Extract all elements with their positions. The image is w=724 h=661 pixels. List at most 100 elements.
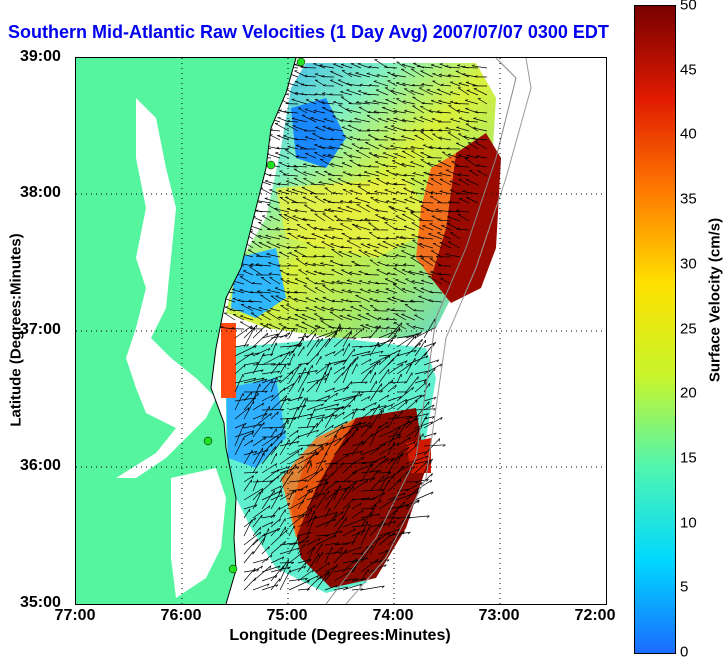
velocity-vector-head — [413, 118, 416, 119]
velocity-vector — [315, 95, 325, 96]
velocity-vector-head — [275, 288, 278, 289]
velocity-vector — [413, 131, 424, 132]
velocity-vector — [252, 284, 262, 285]
velocity-vector-head — [253, 551, 254, 554]
velocity-vector-head — [440, 64, 443, 65]
colorbar — [634, 5, 676, 654]
velocity-vector-head — [355, 359, 356, 362]
velocity-vector-head — [376, 171, 379, 172]
velocity-vector-head — [293, 216, 296, 217]
y-axis-label: Latitude (Degrees:Minutes) — [8, 233, 25, 426]
velocity-vector-head — [295, 81, 298, 82]
velocity-vector-head — [383, 153, 386, 154]
velocity-vector-head — [378, 262, 381, 263]
colorbar-tick-label: 40 — [680, 126, 697, 143]
velocity-vector-head — [292, 125, 295, 126]
velocity-vector-head — [313, 63, 316, 64]
velocity-vector-head — [265, 180, 268, 181]
velocity-vector-head — [371, 370, 372, 373]
velocity-vector-head — [294, 64, 297, 65]
velocity-vector-head — [418, 377, 419, 380]
velocity-vector — [244, 568, 255, 581]
x-tick-label: 74:00 — [373, 607, 414, 625]
velocity-vector — [253, 584, 269, 590]
velocity-vector-head — [420, 117, 423, 118]
velocity-vector — [244, 539, 258, 554]
velocity-vector — [391, 311, 406, 312]
colorbar-tick-label: 5 — [680, 579, 688, 596]
velocity-vector — [412, 86, 424, 87]
velocity-vector-head — [427, 89, 430, 90]
colorbar-tick-label: 15 — [680, 449, 697, 466]
velocity-vector-head — [368, 180, 371, 181]
velocity-vector-head — [296, 325, 299, 326]
radar-station-2[interactable] — [267, 161, 275, 169]
radar-station-3[interactable] — [204, 437, 212, 445]
x-tick-label: 73:00 — [479, 607, 520, 625]
velocity-vector-head — [265, 198, 268, 199]
radar-station-1[interactable] — [297, 58, 305, 66]
velocity-vector-head — [412, 234, 415, 235]
velocity-vector — [401, 302, 415, 303]
velocity-vector-head — [340, 315, 343, 316]
velocity-vector — [449, 212, 460, 213]
velocity-vector — [365, 275, 379, 276]
velocity-vector-head — [329, 338, 330, 341]
velocity-vector — [260, 188, 271, 194]
velocity-vector — [292, 203, 307, 204]
x-tick-label: 72:00 — [575, 607, 616, 625]
velocity-vector — [419, 257, 433, 258]
radar-station-4[interactable] — [229, 565, 237, 573]
velocity-vector-head — [433, 344, 434, 347]
velocity-vector-head — [306, 271, 309, 272]
colorbar-tick-label: 10 — [680, 514, 697, 531]
x-tick-label: 76:00 — [161, 607, 202, 625]
velocity-vector-head — [315, 298, 318, 299]
velocity-vector-head — [275, 447, 276, 450]
velocity-vector — [369, 86, 379, 87]
velocity-vector-head — [391, 126, 394, 127]
velocity-vector — [361, 586, 384, 590]
velocity-vector-head — [387, 298, 390, 299]
colorbar-tick-label: 45 — [680, 61, 697, 78]
map-canvas — [76, 58, 606, 604]
velocity-vector-head — [395, 154, 398, 155]
colorbar-tick-label: 50 — [680, 0, 697, 14]
colorbar-label: Surface Velocity (cm/s) — [707, 218, 724, 382]
velocity-vector-head — [286, 181, 289, 182]
x-tick-label: 75:00 — [267, 607, 308, 625]
velocity-vector — [244, 578, 256, 590]
velocity-vector-head — [465, 108, 468, 109]
colorbar-tick-label: 35 — [680, 191, 697, 208]
y-tick-label: 38:00 — [20, 184, 61, 202]
velocity-vector — [415, 339, 422, 347]
velocity-vector — [271, 579, 280, 590]
velocity-vector — [270, 130, 280, 131]
velocity-vector-head — [450, 181, 453, 182]
velocity-vector — [415, 492, 433, 500]
velocity-vector-head — [364, 251, 367, 252]
velocity-vector — [287, 248, 298, 249]
velocity-vector-head — [333, 463, 334, 466]
velocity-vector-head — [323, 199, 326, 200]
colorbar-tick-label: 25 — [680, 320, 697, 337]
velocity-vector — [267, 230, 280, 231]
y-tick-label: 36:00 — [20, 457, 61, 475]
velocity-vector-head — [279, 110, 282, 111]
map-plot-area[interactable] — [75, 57, 607, 605]
y-tick-label: 39:00 — [20, 48, 61, 66]
velocity-vector-head — [279, 507, 280, 510]
colorbar-tick-label: 0 — [680, 644, 688, 661]
velocity-vector-head — [447, 216, 450, 217]
velocity-vector-head — [429, 402, 430, 405]
velocity-vector — [289, 581, 310, 591]
velocity-vector — [262, 410, 284, 411]
velocity-vector-head — [432, 73, 435, 74]
velocity-vector — [355, 266, 370, 267]
colorbar-tick-label: 20 — [680, 385, 697, 402]
velocity-vector — [235, 326, 252, 338]
velocity-high-patch-west — [221, 323, 236, 398]
velocity-vector-head — [410, 162, 413, 163]
velocity-vector-head — [305, 109, 308, 110]
y-tick-label: 37:00 — [20, 321, 61, 339]
